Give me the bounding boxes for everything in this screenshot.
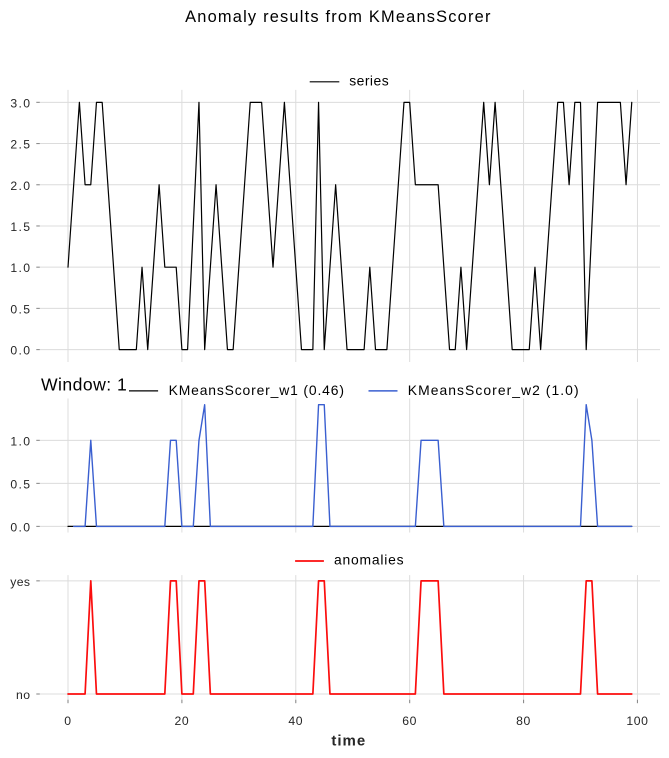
svg-text:yes: yes [10, 575, 30, 589]
svg-text:KMeansScorer_w1 (0.46): KMeansScorer_w1 (0.46) [169, 382, 345, 398]
svg-text:0: 0 [64, 714, 71, 728]
svg-text:3.0: 3.0 [10, 96, 31, 110]
svg-text:Window: 1: Window: 1 [41, 374, 127, 394]
svg-text:100: 100 [626, 714, 648, 728]
svg-text:2.0: 2.0 [10, 179, 31, 193]
svg-text:0.0: 0.0 [10, 344, 31, 358]
svg-text:80: 80 [516, 714, 531, 728]
svg-text:40: 40 [288, 714, 303, 728]
svg-text:60: 60 [402, 714, 417, 728]
svg-text:0.5: 0.5 [10, 477, 31, 491]
svg-text:1.5: 1.5 [10, 220, 31, 234]
svg-text:anomalies: anomalies [334, 552, 404, 568]
svg-text:1.0: 1.0 [10, 434, 31, 448]
svg-text:Anomaly results from KMeansSco: Anomaly results from KMeansScorer [185, 8, 492, 26]
svg-text:time: time [331, 732, 366, 749]
svg-text:series: series [349, 73, 389, 89]
svg-text:KMeansScorer_w2 (1.0): KMeansScorer_w2 (1.0) [408, 382, 580, 398]
svg-text:2.5: 2.5 [10, 138, 31, 152]
svg-text:20: 20 [175, 714, 190, 728]
svg-text:no: no [16, 688, 30, 702]
svg-text:1.0: 1.0 [10, 261, 31, 275]
svg-text:0.0: 0.0 [10, 520, 31, 534]
svg-text:0.5: 0.5 [10, 302, 31, 316]
